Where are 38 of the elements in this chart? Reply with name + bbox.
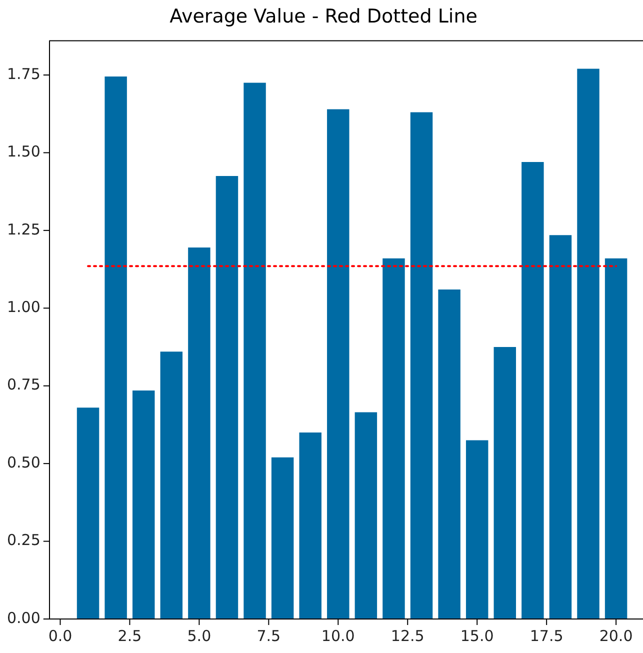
bar <box>299 432 322 618</box>
bar <box>382 258 405 618</box>
bar <box>494 347 516 618</box>
bar <box>188 248 210 618</box>
x-tick-label: 15.0 <box>460 626 494 645</box>
y-tick-label: 0.00 <box>6 608 40 627</box>
bar <box>577 68 600 618</box>
x-tick-label: 17.5 <box>530 626 564 645</box>
bar <box>216 176 238 618</box>
y-tick-label: 1.00 <box>6 298 40 316</box>
x-tick-label: 7.5 <box>256 626 281 645</box>
y-tick-label: 0.50 <box>6 453 40 472</box>
bar <box>132 390 155 618</box>
bar <box>76 408 100 618</box>
x-tick-label: 20.0 <box>599 626 633 645</box>
bar <box>327 109 350 618</box>
bar <box>354 412 378 618</box>
x-tick-label: 5.0 <box>187 626 212 645</box>
bar <box>244 82 266 618</box>
bar <box>466 440 488 618</box>
chart-title: Average Value - Red Dotted Line <box>170 5 478 28</box>
bar <box>522 162 544 618</box>
x-tick-label: 12.5 <box>390 626 424 645</box>
bar <box>549 235 572 618</box>
bar <box>604 258 628 618</box>
x-tick-label: 2.5 <box>118 626 142 645</box>
y-tick-label: 1.75 <box>6 64 40 83</box>
y-tick-label: 0.25 <box>6 531 40 550</box>
y-tick-label: 0.75 <box>6 376 40 394</box>
bar <box>104 76 127 618</box>
bar <box>160 352 183 618</box>
bar <box>271 457 294 618</box>
x-tick-label: 0.0 <box>48 626 72 645</box>
y-tick-label: 1.50 <box>6 142 40 161</box>
y-tick-label: 1.25 <box>6 220 40 238</box>
bar <box>438 289 460 618</box>
x-tick-label: 10.0 <box>321 626 355 645</box>
bar <box>410 112 433 618</box>
